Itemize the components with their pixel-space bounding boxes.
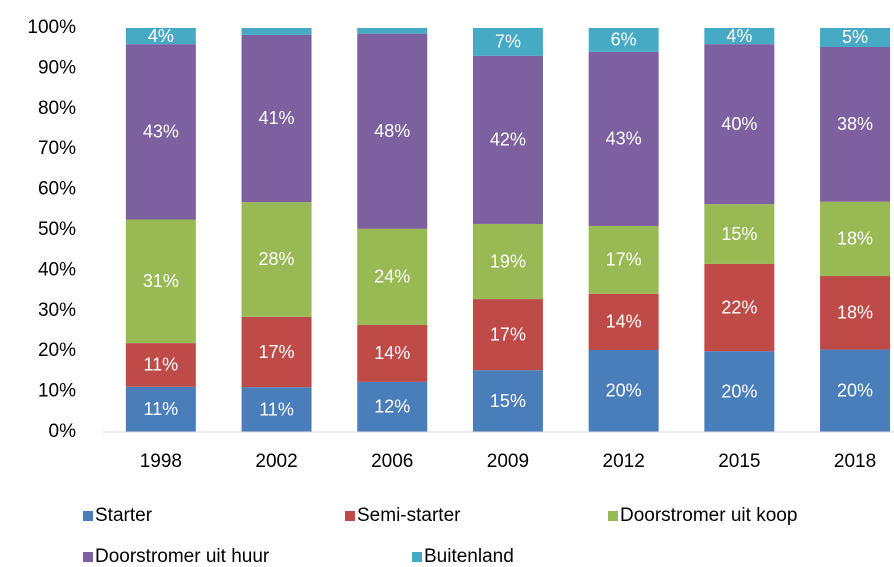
x-tick-label: 2002 bbox=[255, 451, 297, 472]
bar-segment bbox=[357, 228, 428, 325]
y-tick-label: 70% bbox=[38, 138, 76, 159]
y-tick-label: 20% bbox=[38, 340, 76, 361]
x-tick-label: 2018 bbox=[834, 451, 876, 472]
data-label: 19% bbox=[490, 251, 526, 271]
legend-label: Doorstromer uit huur bbox=[95, 546, 270, 567]
data-label: 31% bbox=[143, 271, 179, 291]
data-label: 17% bbox=[606, 250, 642, 270]
bar-segment bbox=[820, 349, 891, 432]
bar-segment bbox=[241, 28, 312, 35]
data-label: 11% bbox=[143, 355, 178, 375]
data-label: 43% bbox=[606, 129, 642, 149]
data-label: 12% bbox=[374, 397, 410, 417]
legend-label: Doorstromer uit koop bbox=[620, 505, 797, 526]
legend-swatch bbox=[345, 511, 355, 521]
bar-segment bbox=[357, 324, 428, 382]
bar-segment bbox=[472, 370, 543, 432]
bar-segment bbox=[588, 225, 659, 294]
bar-segment bbox=[125, 219, 196, 344]
data-label: 18% bbox=[837, 229, 873, 249]
bar-segment bbox=[125, 343, 196, 387]
data-label: 17% bbox=[490, 324, 526, 344]
data-label: 42% bbox=[490, 130, 526, 150]
bar-segment bbox=[704, 28, 775, 45]
data-label: 4% bbox=[726, 26, 752, 46]
bar-segment bbox=[241, 387, 312, 432]
legend-swatch bbox=[412, 552, 422, 562]
legend-label: Semi-starter bbox=[357, 505, 461, 526]
data-label: 20% bbox=[606, 381, 642, 401]
data-label: 20% bbox=[721, 381, 757, 401]
legend-swatch bbox=[608, 511, 618, 521]
data-label: 15% bbox=[490, 391, 526, 411]
bar-segment bbox=[472, 55, 543, 224]
x-tick-label: 2009 bbox=[487, 451, 529, 472]
y-tick-label: 100% bbox=[27, 17, 76, 38]
bar-segment bbox=[241, 34, 312, 203]
y-tick-label: 30% bbox=[38, 300, 76, 321]
bar-segment bbox=[125, 28, 196, 45]
bar-segment bbox=[820, 201, 891, 277]
data-label: 7% bbox=[495, 32, 521, 52]
bar-segment bbox=[357, 33, 428, 229]
bar-segment bbox=[357, 28, 428, 34]
data-label: 41% bbox=[259, 108, 295, 128]
data-label: 15% bbox=[721, 224, 757, 244]
bar-segment bbox=[820, 46, 891, 202]
data-label: 17% bbox=[259, 342, 295, 362]
bar-segment bbox=[704, 351, 775, 432]
data-label: 40% bbox=[721, 114, 757, 134]
bar-segment bbox=[241, 316, 312, 388]
bar-segment bbox=[241, 202, 312, 317]
legend-label: Buitenland bbox=[424, 546, 514, 567]
data-label: 18% bbox=[837, 303, 873, 323]
x-tick-label: 1998 bbox=[140, 451, 182, 472]
data-label: 24% bbox=[374, 267, 410, 287]
bar-segment bbox=[588, 51, 659, 226]
bar-segment bbox=[472, 28, 543, 56]
y-tick-label: 80% bbox=[38, 98, 76, 119]
bar-segment bbox=[125, 44, 196, 220]
data-label: 11% bbox=[143, 399, 178, 419]
bar-segment bbox=[472, 223, 543, 300]
data-label: 43% bbox=[143, 122, 179, 142]
bar-segment bbox=[588, 28, 659, 52]
bar-segment bbox=[588, 293, 659, 350]
data-label: 28% bbox=[259, 249, 295, 269]
bar-segment bbox=[704, 263, 775, 352]
bar-segment bbox=[357, 381, 428, 432]
data-label: 38% bbox=[837, 114, 873, 134]
y-tick-label: 60% bbox=[38, 179, 76, 200]
legend-swatch bbox=[83, 552, 93, 562]
bar-segment bbox=[704, 204, 775, 264]
x-tick-label: 2012 bbox=[603, 451, 645, 472]
data-label: 22% bbox=[721, 297, 757, 317]
x-tick-label: 2006 bbox=[371, 451, 413, 472]
x-tick-label: 2015 bbox=[718, 451, 760, 472]
data-label: 5% bbox=[842, 27, 868, 47]
bar-segment bbox=[472, 299, 543, 371]
bar-segment bbox=[704, 44, 775, 205]
y-tick-label: 40% bbox=[38, 259, 76, 280]
y-tick-label: 90% bbox=[38, 57, 76, 78]
legend-swatch bbox=[83, 511, 93, 521]
data-label: 14% bbox=[374, 343, 410, 363]
data-label: 11% bbox=[259, 399, 294, 419]
data-label: 6% bbox=[611, 30, 637, 50]
data-label: 20% bbox=[837, 381, 873, 401]
data-label: 14% bbox=[606, 312, 642, 332]
bar-segment bbox=[820, 276, 891, 350]
y-tick-label: 0% bbox=[49, 421, 77, 442]
data-label: 48% bbox=[374, 121, 410, 141]
y-tick-label: 50% bbox=[38, 219, 76, 240]
bar-segment bbox=[125, 386, 196, 432]
bar-segment bbox=[588, 349, 659, 432]
bar-segment bbox=[820, 28, 891, 47]
legend-label: Starter bbox=[95, 505, 153, 526]
data-label: 4% bbox=[148, 26, 174, 46]
y-tick-label: 10% bbox=[38, 381, 76, 402]
